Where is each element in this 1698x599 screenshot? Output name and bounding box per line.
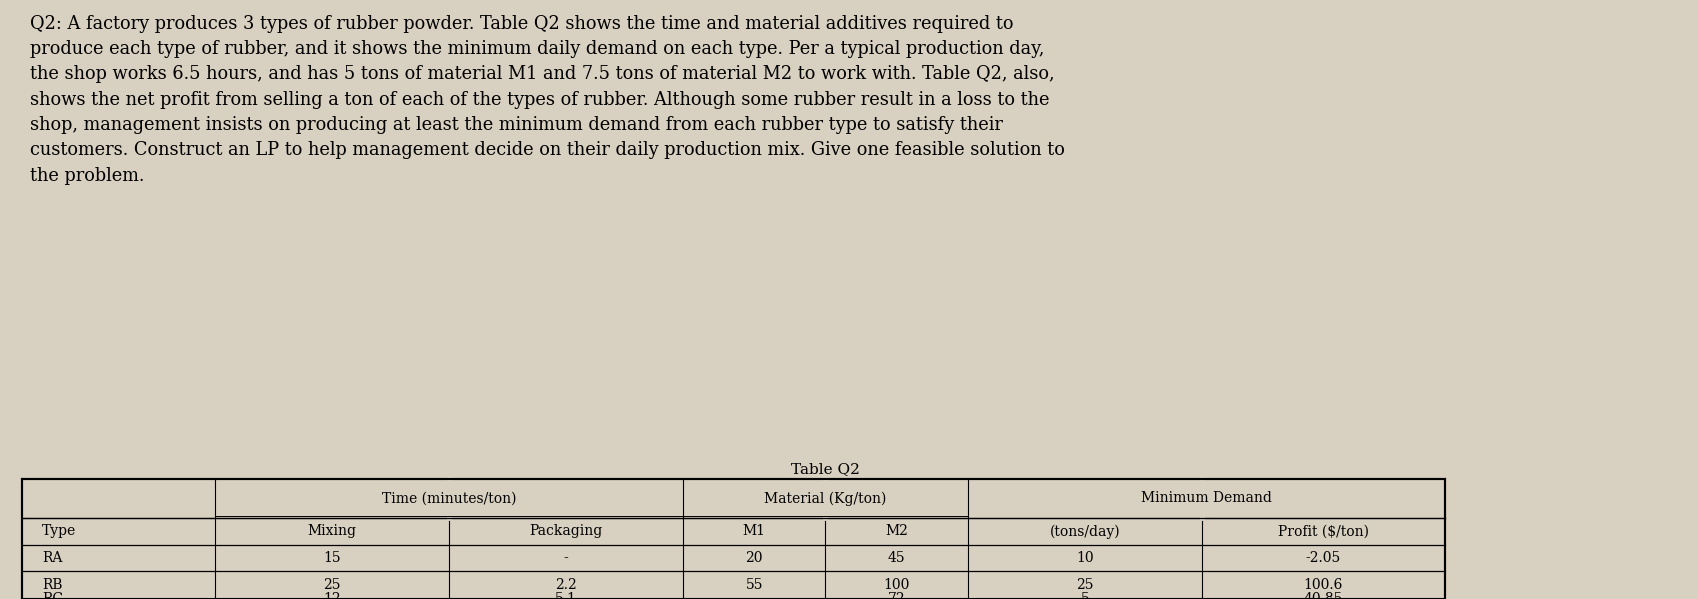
Text: 5.1: 5.1 [555, 592, 577, 599]
Text: 5: 5 [1080, 592, 1088, 599]
Text: -: - [564, 551, 569, 565]
Text: Material (Kg/ton): Material (Kg/ton) [764, 491, 886, 506]
Text: Time (minutes/ton): Time (minutes/ton) [382, 491, 516, 506]
Text: 45: 45 [886, 551, 905, 565]
Bar [22, 479, 1443, 599]
Text: 55: 55 [745, 578, 762, 592]
Text: -2.05: -2.05 [1304, 551, 1340, 565]
Text: Profit ($/ton): Profit ($/ton) [1277, 524, 1369, 539]
Text: RB: RB [42, 578, 63, 592]
Text: 10: 10 [1075, 551, 1094, 565]
Text: Packaging: Packaging [530, 524, 603, 539]
Text: 25: 25 [323, 578, 340, 592]
Text: 15: 15 [323, 551, 340, 565]
Text: Type: Type [42, 524, 76, 539]
Text: -: - [752, 592, 756, 599]
Text: 12: 12 [323, 592, 340, 599]
Text: 2.2: 2.2 [555, 578, 577, 592]
Text: 72: 72 [886, 592, 905, 599]
Text: RC: RC [42, 592, 63, 599]
Text: Minimum Demand: Minimum Demand [1139, 491, 1270, 506]
Text: 40.85: 40.85 [1302, 592, 1341, 599]
Text: Table Q2: Table Q2 [791, 462, 859, 476]
Text: 100.6: 100.6 [1302, 578, 1341, 592]
Text: (tons/day): (tons/day) [1049, 524, 1119, 539]
Text: M1: M1 [742, 524, 766, 539]
Text: 100: 100 [883, 578, 908, 592]
Text: Mixing: Mixing [307, 524, 357, 539]
Text: 25: 25 [1075, 578, 1094, 592]
Text: 20: 20 [745, 551, 762, 565]
Text: M2: M2 [885, 524, 907, 539]
Text: RA: RA [42, 551, 63, 565]
Text: Q2: A factory produces 3 types of rubber powder. Table Q2 shows the time and mat: Q2: A factory produces 3 types of rubber… [31, 15, 1065, 184]
